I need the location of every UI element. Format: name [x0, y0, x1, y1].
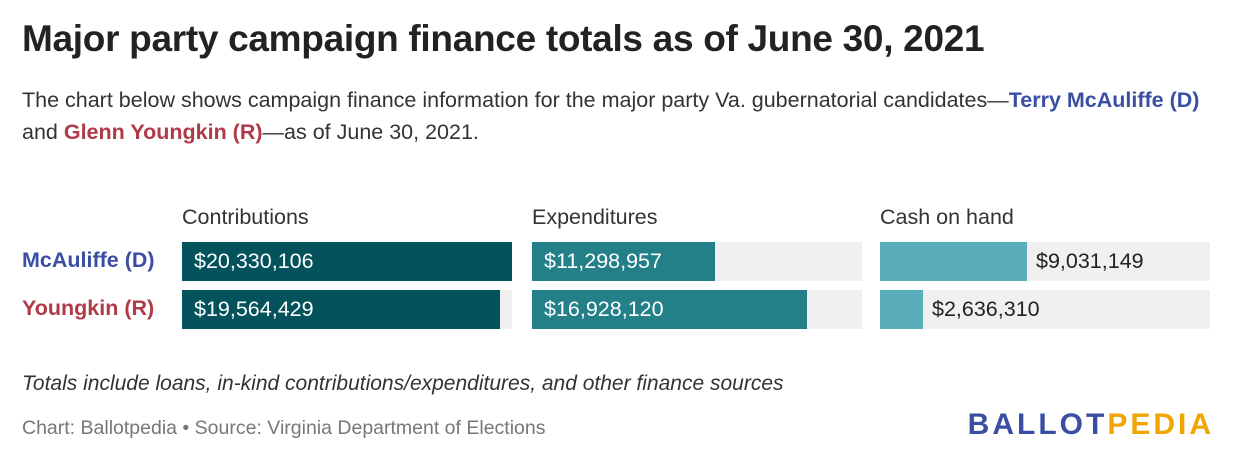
bar-value-label: $2,636,310	[932, 297, 1040, 321]
logo-part-pedia: PEDIA	[1107, 408, 1214, 441]
series-header: Contributions	[182, 205, 309, 229]
bar	[532, 242, 715, 281]
bar-value-label: $11,298,957	[544, 249, 662, 273]
series-header: Cash on hand	[880, 205, 1014, 229]
subtitle-dem-name: Terry McAuliffe (D)	[1008, 88, 1200, 112]
row-label: Youngkin (R)	[22, 296, 155, 320]
subtitle-rep-name: Glenn Youngkin (R)	[63, 120, 263, 144]
bar-track: $11,298,957	[532, 242, 862, 281]
ballotpedia-logo: BALLOTPEDIA	[968, 408, 1214, 442]
bar-value-label: $19,564,429	[194, 297, 314, 321]
chart-source: Chart: Ballotpedia • Source: Virginia De…	[22, 417, 546, 439]
chart-note: Totals include loans, in-kind contributi…	[22, 372, 784, 395]
bar-value-label: $16,928,120	[544, 297, 664, 321]
chart-title: Major party campaign finance totals as o…	[22, 18, 985, 59]
bar-value-label: $9,031,149	[1036, 249, 1144, 273]
bar-track: $9,031,149	[880, 242, 1210, 281]
logo-part-ballot: BALLOT	[967, 408, 1108, 441]
subtitle-text-3: —as of June 30, 2021.	[262, 120, 479, 144]
bar	[880, 242, 1027, 281]
bar-track: $19,564,429	[182, 290, 512, 329]
subtitle-text-1: The chart below shows campaign finance i…	[22, 88, 1009, 112]
bar-track: $16,928,120	[532, 290, 862, 329]
bar-value-label: $20,330,106	[194, 249, 314, 273]
subtitle-text-2: and	[22, 120, 64, 144]
row-label: McAuliffe (D)	[22, 248, 155, 272]
bar-track: $20,330,106	[182, 242, 512, 281]
bar	[182, 242, 512, 281]
chart-subtitle: The chart below shows campaign finance i…	[22, 84, 1212, 148]
bar	[532, 290, 807, 329]
bar-track: $2,636,310	[880, 290, 1210, 329]
bar	[880, 290, 923, 329]
series-header: Expenditures	[532, 205, 658, 229]
bar	[182, 290, 500, 329]
